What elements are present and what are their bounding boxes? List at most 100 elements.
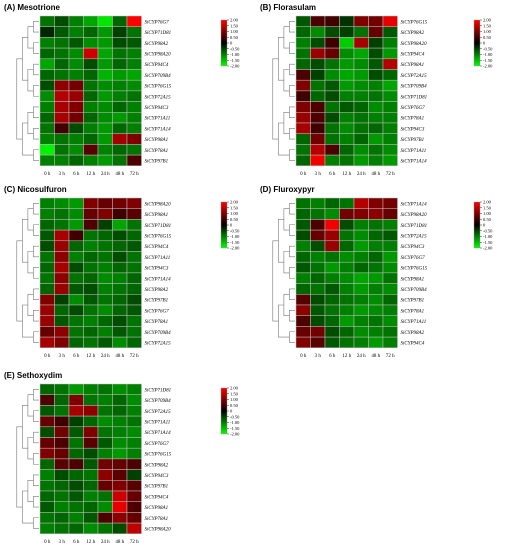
heatmap-cell: [54, 69, 70, 81]
row-label: SiCYP94C3: [145, 106, 169, 111]
heatmap-cell: [97, 26, 113, 38]
heatmap-panel-florasulam: (B) Florasulam SiCYP76G15 SiCYP98A2 SiCYP9…: [256, 0, 505, 178]
heatmap-cell: [324, 294, 340, 306]
row-label: SiCYP76G7: [145, 309, 170, 314]
heatmap-cell: [83, 383, 99, 395]
row-label: SiCYP76G7: [401, 106, 426, 111]
dendrogram-branch: [278, 219, 284, 263]
heatmap-cell: [339, 133, 355, 145]
heatmap-cell: [368, 251, 384, 263]
row-label: SiCYP71A14: [401, 159, 428, 164]
heatmap-cell: [324, 208, 340, 220]
heatmap-cell: [68, 261, 84, 274]
row-label: SiCYP98A1: [145, 506, 169, 511]
column-label: 24 h: [357, 172, 366, 177]
heatmap-cell: [83, 251, 99, 263]
heatmap-cell: [97, 315, 113, 327]
row-label: SiCYP71A14: [145, 431, 172, 436]
heatmap-cell: [68, 383, 84, 395]
heatmap-cell: [339, 336, 355, 349]
heatmap-cell: [112, 26, 128, 38]
row-label: SiCYP72A15: [401, 74, 428, 79]
row-label: SiCYP71D81: [401, 224, 428, 229]
column-label: 48 h: [115, 354, 124, 359]
legend-tick-label: 0: [483, 223, 486, 228]
heatmap-cell: [353, 37, 369, 49]
heatmap-cell: [54, 490, 70, 502]
row-label: SiCYP76G15: [401, 20, 428, 25]
heatmap-cell: [68, 37, 84, 49]
heatmap-cell: [295, 58, 311, 70]
heatmap-cell: [39, 122, 55, 134]
row-label: SiCYP98A2: [145, 288, 169, 293]
dendrogram-branch: [27, 480, 34, 502]
row-label: SiCYP76G15: [145, 234, 172, 239]
column-label: 72 h: [130, 540, 139, 545]
heatmap-cell: [112, 79, 128, 92]
heatmap-cell: [83, 240, 99, 252]
column-label: 3 h: [59, 540, 66, 545]
heatmap-cell: [83, 458, 99, 470]
heatmap-cell: [112, 394, 128, 406]
legend-tick-label: -1.50: [483, 240, 493, 245]
heatmap-cell: [353, 69, 369, 81]
heatmap-cell: [68, 240, 84, 252]
heatmap-cell: [310, 37, 326, 49]
heatmap-cell: [310, 144, 326, 156]
legend-tick-label: -0.50: [483, 228, 493, 233]
heatmap-cell: [112, 512, 128, 524]
row-label: SiCYP76G7: [401, 256, 426, 261]
heatmap-cell: [353, 219, 369, 231]
heatmap-cell: [310, 283, 326, 295]
heatmap-cell: [39, 154, 55, 167]
column-label: 6 h: [73, 354, 80, 359]
heatmap-cell: [339, 304, 355, 316]
column-label: 3 h: [59, 354, 66, 359]
row-label: SiCYP94C4: [145, 245, 169, 250]
heatmap-cell: [83, 261, 99, 274]
dendrogram-branch: [33, 21, 39, 33]
color-scale-bar: [473, 19, 481, 67]
heatmap-cell: [324, 219, 340, 231]
column-label: 72 h: [130, 172, 139, 177]
heatmap-cell: [324, 326, 340, 338]
heatmap-cell: [324, 37, 340, 49]
column-label: 6 h: [329, 354, 336, 359]
heatmap-cell: [310, 272, 326, 284]
heatmap-cell: [54, 240, 70, 252]
heatmap-cell: [112, 122, 128, 134]
heatmap-cell: [382, 229, 398, 242]
dendrogram-branch: [289, 128, 295, 140]
heatmap-cell: [39, 415, 55, 428]
heatmap-cell: [382, 101, 398, 113]
heatmap-cell: [353, 326, 369, 338]
heatmap-cell: [68, 197, 84, 209]
row-label: SiCYP78A1: [145, 320, 169, 325]
heatmap-cell: [339, 58, 355, 70]
panel-title: (B) Florasulam: [260, 3, 317, 12]
heatmap-cell: [324, 304, 340, 316]
heatmap-cell: [54, 283, 70, 295]
heatmap-cell: [97, 197, 113, 209]
heatmap-cell: [112, 480, 128, 492]
heatmap-panel-nicosulfuron: (C) Nicosulfuron SiCYP98A20 SiCYP98A1 SiCY…: [0, 182, 252, 360]
heatmap-cell: [339, 240, 355, 252]
heatmap-cell: [382, 208, 398, 220]
heatmap-cell: [339, 154, 355, 167]
heatmap-cell: [368, 294, 384, 306]
heatmap-cell: [112, 522, 128, 535]
heatmap-cell: [382, 58, 398, 70]
heatmap-cell: [310, 326, 326, 338]
row-label: SiCYP71D81: [145, 31, 172, 36]
legend-tick-label: -0.50: [483, 46, 493, 51]
dendrogram-branch: [27, 437, 34, 460]
heatmap-cell: [68, 79, 84, 92]
heatmap-cell: [54, 447, 70, 460]
heatmap-cell: [68, 219, 84, 231]
heatmap-cell: [83, 415, 99, 428]
heatmap-cell: [83, 154, 99, 167]
heatmap-cell: [112, 144, 128, 156]
heatmap-cell: [126, 469, 142, 481]
heatmap-cell: [339, 251, 355, 263]
dendrogram-branch: [272, 240, 279, 322]
